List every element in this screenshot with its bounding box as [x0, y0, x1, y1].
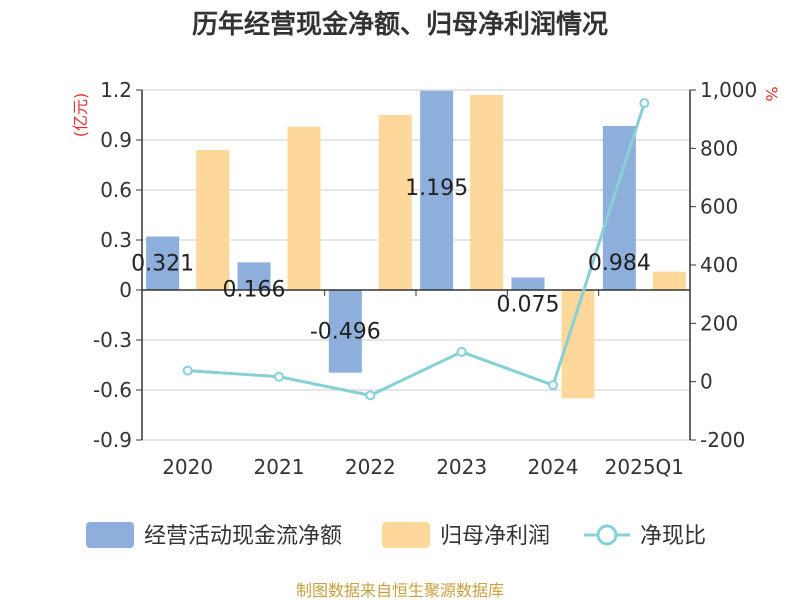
y-right-tick-label: 200: [700, 311, 738, 335]
x-tick-label: 2024: [528, 455, 579, 479]
bar-netprofit: [470, 95, 504, 290]
bar-cashflow: [328, 290, 362, 373]
x-tick-label: 2021: [254, 455, 305, 479]
y-right-tick-label: 400: [700, 253, 738, 277]
data-label-cashflow: 1.195: [405, 176, 468, 201]
right-axis-unit: %: [762, 86, 781, 101]
legend-swatch-cashflow: [86, 522, 134, 548]
x-tick-label: 2020: [162, 455, 213, 479]
x-tick-label: 2023: [436, 455, 487, 479]
y-left-tick-label: 0.3: [100, 228, 132, 252]
bar-netprofit: [196, 150, 230, 290]
bar-cashflow: [420, 90, 454, 290]
data-label-cashflow: -0.496: [310, 320, 381, 345]
ratio-point: [456, 346, 467, 357]
y-left-tick-label: 0.6: [100, 178, 132, 202]
x-tick-label: 2025Q1: [605, 455, 684, 479]
legend-label-cashflow: 经营活动现金流净额: [144, 524, 342, 549]
bar-cashflow: [602, 126, 636, 290]
bar-netprofit: [378, 115, 412, 290]
y-left-tick-label: -0.3: [93, 328, 132, 352]
ratio-point: [548, 380, 558, 391]
tick-labels: 1.2 0.9 0.6 0.3 0 -0.3 -0.6 -0.9 1,000 800 600 400 2…: [93, 78, 757, 479]
ratio-line: [182, 98, 650, 401]
data-label-cashflow: 0.166: [223, 277, 286, 302]
x-tick-label: 2022: [345, 455, 396, 479]
legend-marker-ratio: [596, 524, 618, 546]
legend-swatch-netprofit: [382, 522, 430, 548]
y-right-tick-label: 600: [700, 195, 738, 219]
ratio-point: [639, 98, 650, 109]
y-right-tick-label: 800: [700, 136, 738, 160]
bar-netprofit: [287, 126, 321, 291]
axes: [136, 89, 696, 441]
legend-label-ratio: 净现比: [640, 524, 706, 549]
legend: 经营活动现金流净额 归母净利润 净现比: [86, 522, 706, 549]
ratio-polyline: [187, 102, 646, 397]
chart-title: 历年经营现金净额、归母净利润情况: [192, 9, 608, 40]
data-labels: 0.321 0.166 -0.496 1.195 0.075 0.984: [131, 176, 651, 345]
data-label-cashflow: 0.321: [131, 252, 194, 277]
left-axis-unit: (亿元): [71, 93, 90, 138]
bar-cashflow: [237, 262, 271, 290]
y-right-tick-label: -200: [700, 428, 745, 452]
ratio-point: [182, 365, 193, 376]
data-label-cashflow: 0.075: [497, 293, 560, 318]
bars: [146, 90, 686, 399]
y-right-tick-label: 0: [700, 370, 713, 394]
y-left-tick-label: -0.6: [93, 378, 132, 402]
ratio-point: [365, 390, 376, 401]
y-left-tick-label: 0.9: [100, 128, 132, 152]
y-right-tick-label: 1,000: [700, 78, 757, 102]
y-left-tick-label: 1.2: [100, 78, 132, 102]
bar-cashflow: [511, 277, 545, 290]
data-label-cashflow: 0.984: [588, 251, 651, 276]
y-left-tick-label: -0.9: [93, 428, 132, 452]
ratio-point: [274, 371, 284, 382]
bar-cashflow: [146, 236, 180, 290]
legend-label-netprofit: 归母净利润: [440, 524, 550, 549]
source-note: 制图数据来自恒生聚源数据库: [296, 581, 504, 600]
y-left-tick-label: 0: [119, 278, 132, 302]
bar-netprofit: [652, 271, 686, 290]
